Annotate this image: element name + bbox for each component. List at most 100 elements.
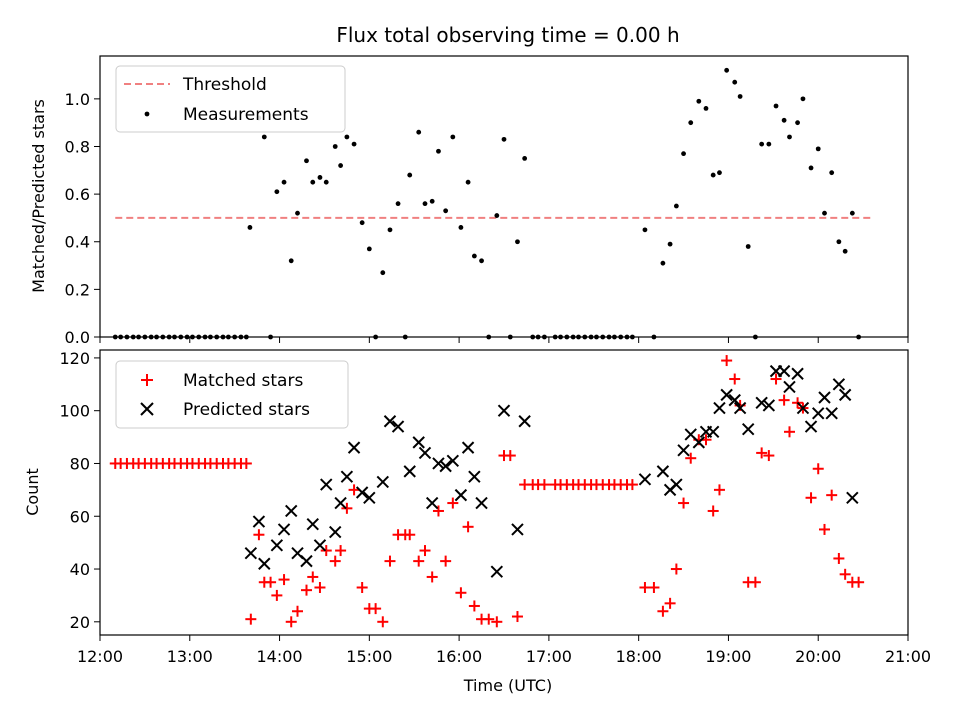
predicted-star-point xyxy=(425,496,439,510)
matched-star-point xyxy=(729,373,741,385)
matched-star-point xyxy=(404,529,416,541)
measurement-point xyxy=(501,136,507,142)
measurement-point xyxy=(310,179,316,185)
count-y-axis-ticks: 20 40 60 80 100 120 xyxy=(59,349,100,632)
measurement-point xyxy=(781,117,787,123)
matched-star-point xyxy=(749,576,761,588)
matched-star-point xyxy=(721,355,733,367)
x-tick-label: 13:00 xyxy=(167,647,213,666)
measurement-point xyxy=(822,210,827,216)
measurement-point xyxy=(737,94,743,99)
measurement-point xyxy=(387,227,393,233)
count-x-axis-ticks: 12:00 13:00 14:00 15:00 16:00 17:00 18:00 19:00… xyxy=(77,635,931,666)
measurement-point xyxy=(759,141,765,147)
matched-star-point xyxy=(335,545,347,557)
matched-star-point xyxy=(826,489,838,501)
matched-star-point xyxy=(626,479,638,491)
measurement-point xyxy=(471,253,477,259)
count-legend-box xyxy=(115,360,349,429)
predicted-star-point xyxy=(285,504,298,518)
predicted-star-stroke xyxy=(706,425,720,439)
predicted-star-stroke xyxy=(497,404,511,417)
predicted-star-stroke xyxy=(418,446,432,460)
matched-star-point xyxy=(413,555,425,567)
predicted-star-point xyxy=(812,407,825,420)
predicted-star-stroke xyxy=(804,420,818,433)
predicted-star-point xyxy=(741,422,755,436)
matched-star-point xyxy=(271,589,283,601)
measurement-point xyxy=(344,134,350,140)
x-tick-label: 15:00 xyxy=(346,647,392,666)
measurement-point xyxy=(681,151,686,157)
measurement-point xyxy=(688,120,694,126)
predicted-star-point xyxy=(677,444,690,457)
matched-star-point xyxy=(462,521,474,533)
matched-star-point xyxy=(314,582,326,593)
matched-star-point xyxy=(245,613,257,625)
y-tick-label: 100 xyxy=(59,402,90,421)
matched-star-point xyxy=(504,450,516,462)
predicted-star-stroke xyxy=(825,407,838,420)
matched-star-point xyxy=(491,616,503,628)
x-tick-label: 16:00 xyxy=(436,647,482,666)
measurement-point xyxy=(849,210,855,216)
matched-star-point xyxy=(278,574,290,586)
predicted-star-stroke xyxy=(638,473,652,486)
ratio-axes-frame xyxy=(99,55,909,338)
x-tick-label: 17:00 xyxy=(526,647,572,666)
predicted-star-stroke xyxy=(403,465,416,478)
predicted-star-point xyxy=(355,486,369,499)
x-tick-label: 20:00 xyxy=(795,647,841,666)
predicted-star-point xyxy=(825,407,838,420)
predicted-star-stroke xyxy=(713,401,726,415)
measurement-point xyxy=(522,155,528,161)
measurement-point xyxy=(836,239,842,245)
predicted-star-point xyxy=(461,441,475,454)
predicted-star-point xyxy=(383,415,397,428)
predicted-star-stroke xyxy=(670,478,683,491)
matched-star-point xyxy=(783,426,795,438)
y-tick-label: 40 xyxy=(70,560,90,579)
predicted-star-stroke xyxy=(692,436,706,449)
matched-star-point xyxy=(483,613,495,625)
measurement-point xyxy=(395,201,401,207)
matched-star-point xyxy=(253,529,265,541)
measurement-point xyxy=(261,134,267,140)
matched-star-point xyxy=(812,463,824,475)
measurement-point xyxy=(515,239,520,245)
measurement-point xyxy=(773,103,779,109)
predicted-star-stroke xyxy=(425,496,439,510)
measurement-point xyxy=(465,179,471,185)
measurement-point xyxy=(842,248,848,254)
predicted-star-stroke xyxy=(270,539,284,552)
predicted-star-stroke xyxy=(285,504,298,518)
matched-star-point xyxy=(455,587,467,599)
measurement-point xyxy=(732,79,738,85)
predicted-star-point xyxy=(334,496,347,510)
matched-star-point xyxy=(432,505,444,517)
predicted-star-point xyxy=(511,523,524,536)
measurement-point xyxy=(274,189,280,195)
matched-star-point xyxy=(664,597,676,609)
measurement-point xyxy=(800,96,806,102)
measurement-point xyxy=(295,210,300,216)
y-tick-label: 0.8 xyxy=(65,137,90,156)
measurement-point xyxy=(332,144,338,149)
measurement-point xyxy=(696,98,702,104)
predicted-star-stroke xyxy=(677,444,690,457)
predicted-star-point xyxy=(706,425,720,439)
predicted-star-stroke xyxy=(846,491,859,504)
chart-title: Flux total observing time = 0.00 h xyxy=(336,23,679,47)
predicted-star-stroke xyxy=(439,459,452,473)
matched-star-point xyxy=(384,555,396,567)
predicted-star-point xyxy=(755,396,768,409)
matched-star-point xyxy=(285,616,297,628)
predicted-star-point xyxy=(439,459,452,473)
measurement-point xyxy=(429,198,435,204)
predicted-star-stroke xyxy=(783,380,796,394)
predicted-star-stroke xyxy=(741,422,755,436)
legend-measurements-label: Measurements xyxy=(183,105,309,125)
matched-star-point xyxy=(370,603,382,615)
matched-star-point xyxy=(329,555,341,567)
predicted-star-stroke xyxy=(355,486,369,499)
